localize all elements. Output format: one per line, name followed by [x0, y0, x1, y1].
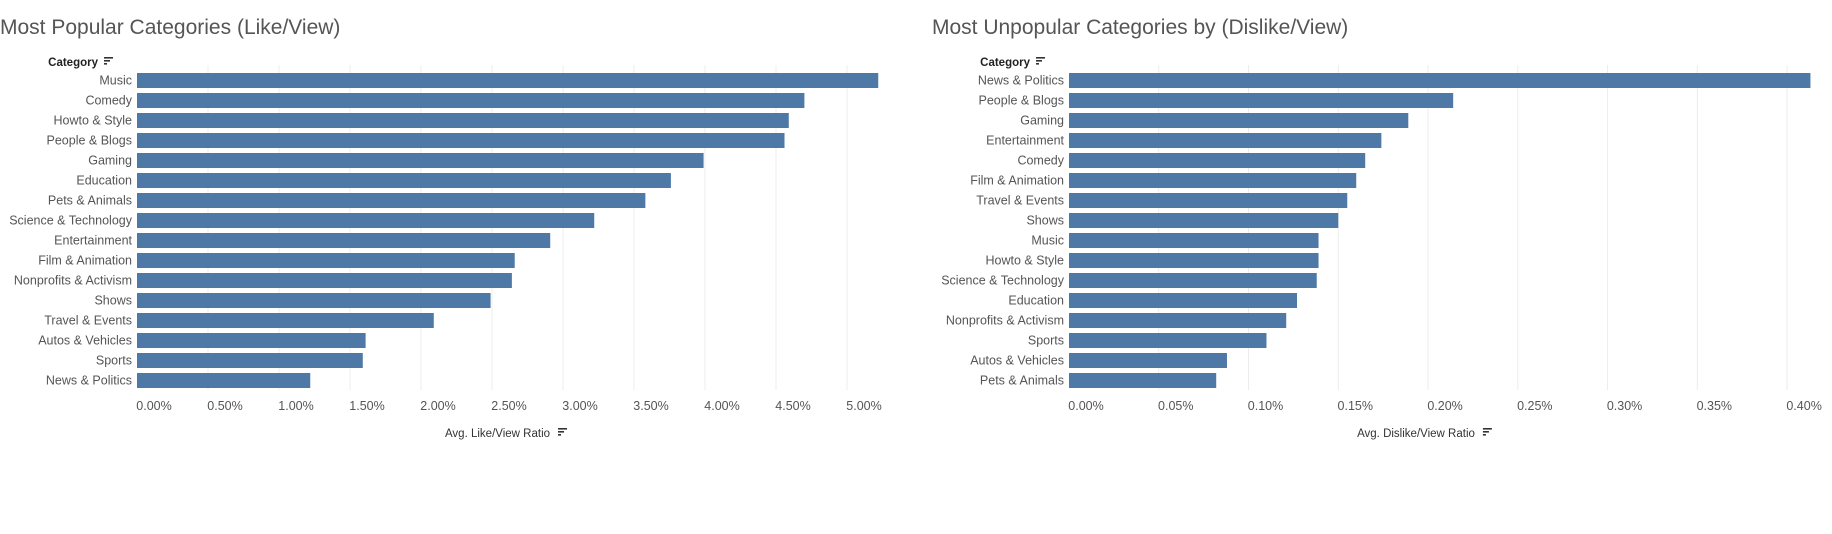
chart-title: Most Popular Categories (Like/View)	[0, 16, 340, 39]
tick-label: 3.50%	[633, 399, 668, 413]
bar[interactable]	[1069, 353, 1227, 368]
tick-label: 0.25%	[1517, 399, 1552, 413]
x-axis-title: Avg. Like/View Ratio	[445, 428, 550, 440]
bar[interactable]	[1069, 173, 1357, 188]
category-label: Pets & Animals	[980, 374, 1064, 388]
bar[interactable]	[137, 353, 363, 368]
category-label: Nonprofits & Activism	[946, 314, 1064, 328]
tick-label: 4.50%	[775, 399, 810, 413]
bar[interactable]	[1069, 113, 1409, 128]
category-label: People & Blogs	[979, 94, 1064, 108]
bar[interactable]	[137, 333, 366, 348]
bar[interactable]	[137, 273, 512, 288]
bar[interactable]	[137, 113, 789, 128]
bar[interactable]	[137, 313, 434, 328]
bar[interactable]	[137, 373, 311, 388]
category-sort-icon[interactable]	[104, 57, 113, 65]
category-label: Gaming	[1020, 114, 1064, 128]
category-label: Autos & Vehicles	[970, 354, 1064, 368]
x-axis-sort-icon[interactable]	[558, 428, 568, 436]
bar[interactable]	[1069, 233, 1319, 248]
bar[interactable]	[1069, 373, 1217, 388]
bar[interactable]	[137, 233, 551, 248]
category-label: Entertainment	[986, 134, 1064, 148]
tick-label: 0.30%	[1607, 399, 1642, 413]
category-label: Howto & Style	[53, 114, 132, 128]
bar[interactable]	[1069, 93, 1454, 108]
category-label: Science & Technology	[941, 274, 1065, 288]
bar[interactable]	[137, 73, 879, 88]
tick-label: 0.20%	[1427, 399, 1462, 413]
tick-label: 5.00%	[846, 399, 881, 413]
tick-label: 3.00%	[562, 399, 597, 413]
category-label: Comedy	[85, 94, 132, 108]
tick-label: 0.10%	[1248, 399, 1283, 413]
category-label: Pets & Animals	[48, 194, 132, 208]
bar[interactable]	[1069, 293, 1297, 308]
category-label: Entertainment	[54, 234, 132, 248]
bar[interactable]	[137, 253, 515, 268]
tick-label: 0.35%	[1697, 399, 1732, 413]
bar[interactable]	[1069, 153, 1366, 168]
chart-2: Most Unpopular Categories by (Dislike/Vi…	[932, 16, 1822, 440]
chart-title: Most Unpopular Categories by (Dislike/Vi…	[932, 16, 1348, 39]
category-label: Howto & Style	[985, 254, 1064, 268]
category-label: Sports	[96, 354, 132, 368]
category-label: Gaming	[88, 154, 132, 168]
category-label: Film & Animation	[970, 174, 1064, 188]
category-label: Travel & Events	[44, 314, 132, 328]
tick-label: 2.50%	[491, 399, 526, 413]
bar[interactable]	[1069, 333, 1267, 348]
bar[interactable]	[1069, 273, 1317, 288]
category-label: People & Blogs	[47, 134, 132, 148]
x-axis-sort-icon[interactable]	[1482, 428, 1492, 436]
bar[interactable]	[1069, 313, 1287, 328]
category-sort-icon[interactable]	[1036, 57, 1045, 65]
bar[interactable]	[137, 293, 491, 308]
category-header[interactable]: Category	[980, 57, 1030, 69]
category-label: News & Politics	[978, 74, 1064, 88]
tick-label: 1.50%	[349, 399, 384, 413]
tick-label: 0.00%	[136, 399, 171, 413]
bar[interactable]	[137, 153, 704, 168]
category-label: Sports	[1028, 334, 1064, 348]
category-label: Comedy	[1017, 154, 1064, 168]
category-label: Education	[1008, 294, 1064, 308]
category-label: Education	[76, 174, 132, 188]
category-label: Autos & Vehicles	[38, 334, 132, 348]
tick-label: 0.00%	[1068, 399, 1103, 413]
category-label: Music	[99, 74, 132, 88]
bar[interactable]	[1069, 73, 1811, 88]
bar[interactable]	[137, 213, 595, 228]
bar[interactable]	[137, 173, 671, 188]
category-label: News & Politics	[46, 374, 132, 388]
category-label: Shows	[1026, 214, 1064, 228]
tick-label: 2.00%	[420, 399, 455, 413]
category-label: Film & Animation	[38, 254, 132, 268]
tick-label: 0.40%	[1786, 399, 1821, 413]
category-header[interactable]: Category	[48, 57, 98, 69]
bar[interactable]	[1069, 213, 1339, 228]
bar[interactable]	[1069, 253, 1319, 268]
bar[interactable]	[137, 193, 646, 208]
bar[interactable]	[137, 133, 785, 148]
category-label: Nonprofits & Activism	[14, 274, 132, 288]
tick-label: 1.00%	[278, 399, 313, 413]
tick-label: 4.00%	[704, 399, 739, 413]
bar[interactable]	[1069, 133, 1382, 148]
category-label: Science & Technology	[9, 214, 133, 228]
x-axis-title: Avg. Dislike/View Ratio	[1357, 428, 1475, 440]
category-label: Shows	[94, 294, 132, 308]
bar[interactable]	[1069, 193, 1348, 208]
tick-label: 0.15%	[1338, 399, 1373, 413]
category-label: Music	[1031, 234, 1064, 248]
category-label: Travel & Events	[976, 194, 1064, 208]
chart-1: Most Popular Categories (Like/View) Categ…	[0, 16, 882, 440]
bar[interactable]	[137, 93, 805, 108]
tick-label: 0.05%	[1158, 399, 1193, 413]
tick-label: 0.50%	[207, 399, 242, 413]
